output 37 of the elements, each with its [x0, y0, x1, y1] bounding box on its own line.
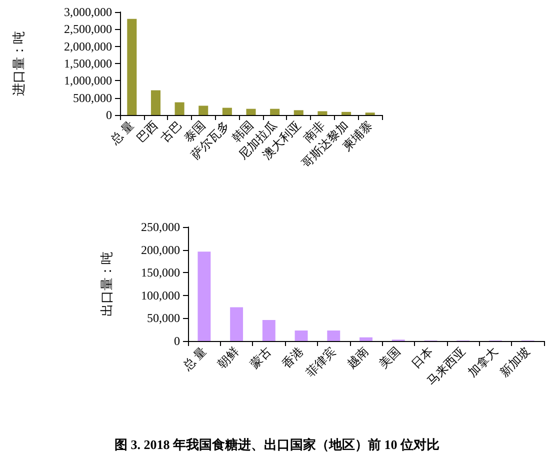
x-tick-label: 越南 [344, 344, 371, 371]
bar [198, 252, 211, 341]
bar [222, 108, 232, 115]
bar [230, 307, 244, 341]
y-tick-label: 1,500,000 [64, 56, 112, 70]
y-axis-title: 出口量：吨 [99, 252, 114, 316]
y-tick-label: 3,000,000 [64, 5, 112, 19]
bar [174, 102, 184, 115]
bar [360, 337, 372, 341]
bar [294, 330, 308, 341]
bar [270, 108, 280, 115]
y-tick-label: 1,000,000 [64, 74, 112, 88]
y-tick-label: 150,000 [141, 266, 180, 280]
bar [150, 90, 160, 115]
y-tick-label: 250,000 [141, 220, 180, 234]
y-tick-label: 50,000 [147, 311, 180, 326]
y-tick-label: 100,000 [141, 288, 180, 302]
bar [262, 320, 276, 341]
y-tick-label: 500,000 [73, 90, 112, 105]
bar [318, 111, 328, 115]
y-tick-label: 2,000,000 [64, 39, 112, 54]
caption: 图 3. 2018 年我国食糖进、出口国家（地区）前 10 位对比 [114, 437, 440, 452]
x-tick-label: 日本 [408, 344, 436, 371]
bar [342, 112, 352, 115]
y-tick-label: 2,500,000 [64, 22, 112, 36]
x-tick-label: 美国 [376, 344, 404, 371]
bar [294, 110, 304, 115]
x-tick-label: 朝鲜 [214, 344, 242, 371]
y-axis-title: 进口量：吨 [11, 31, 26, 96]
x-tick-label: 总 量 [179, 344, 210, 374]
y-tick-label: 0 [174, 334, 180, 348]
bar [327, 330, 340, 341]
bar [198, 106, 208, 115]
y-tick-label: 200,000 [141, 242, 180, 257]
bar [246, 108, 256, 115]
x-tick-label: 蒙古 [246, 344, 274, 371]
bar [127, 18, 137, 115]
